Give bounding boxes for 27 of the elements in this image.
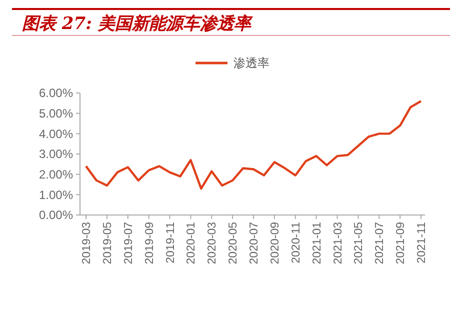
y-tick-label: 6.00% (38, 86, 74, 100)
x-tick-label: 2021-05 (353, 222, 366, 264)
y-tick-label: 3.00% (38, 147, 74, 162)
y-tick-label: 2.00% (38, 168, 74, 182)
x-tick-label: 2020-11 (290, 222, 302, 264)
x-tick-label: 2019-07 (122, 222, 135, 264)
x-tick-label: 2019-11 (164, 222, 177, 264)
x-tick-label: 2020-03 (206, 222, 219, 264)
x-tick-label: 2020-05 (228, 222, 240, 264)
x-tick-label: 2019-09 (144, 222, 156, 264)
x-tick-label: 2020-07 (248, 222, 260, 264)
x-tick-label: 2021-11 (416, 222, 428, 264)
chart-title: 图表 27: 美国新能源车渗透率 (22, 13, 253, 34)
x-tick-label: 2020-01 (186, 222, 198, 264)
x-tick-label: 2021-09 (395, 222, 408, 264)
legend-label: 渗透率 (234, 56, 270, 70)
y-tick-label: 1.00% (38, 188, 74, 202)
x-tick-label: 2019-03 (81, 222, 93, 264)
x-tick-label: 2021-07 (374, 222, 386, 264)
x-tick-label: 2019-05 (102, 222, 114, 264)
line-series (84, 100, 422, 190)
y-tick-label: 5.00% (38, 106, 74, 121)
x-tick-label: 2021-03 (332, 222, 344, 264)
x-tick-label: 2020-09 (269, 222, 282, 264)
x-tick-label: 2021-01 (311, 222, 324, 264)
y-tick-label: 4.00% (38, 126, 74, 141)
y-tick-label: 0.00% (38, 208, 74, 222)
